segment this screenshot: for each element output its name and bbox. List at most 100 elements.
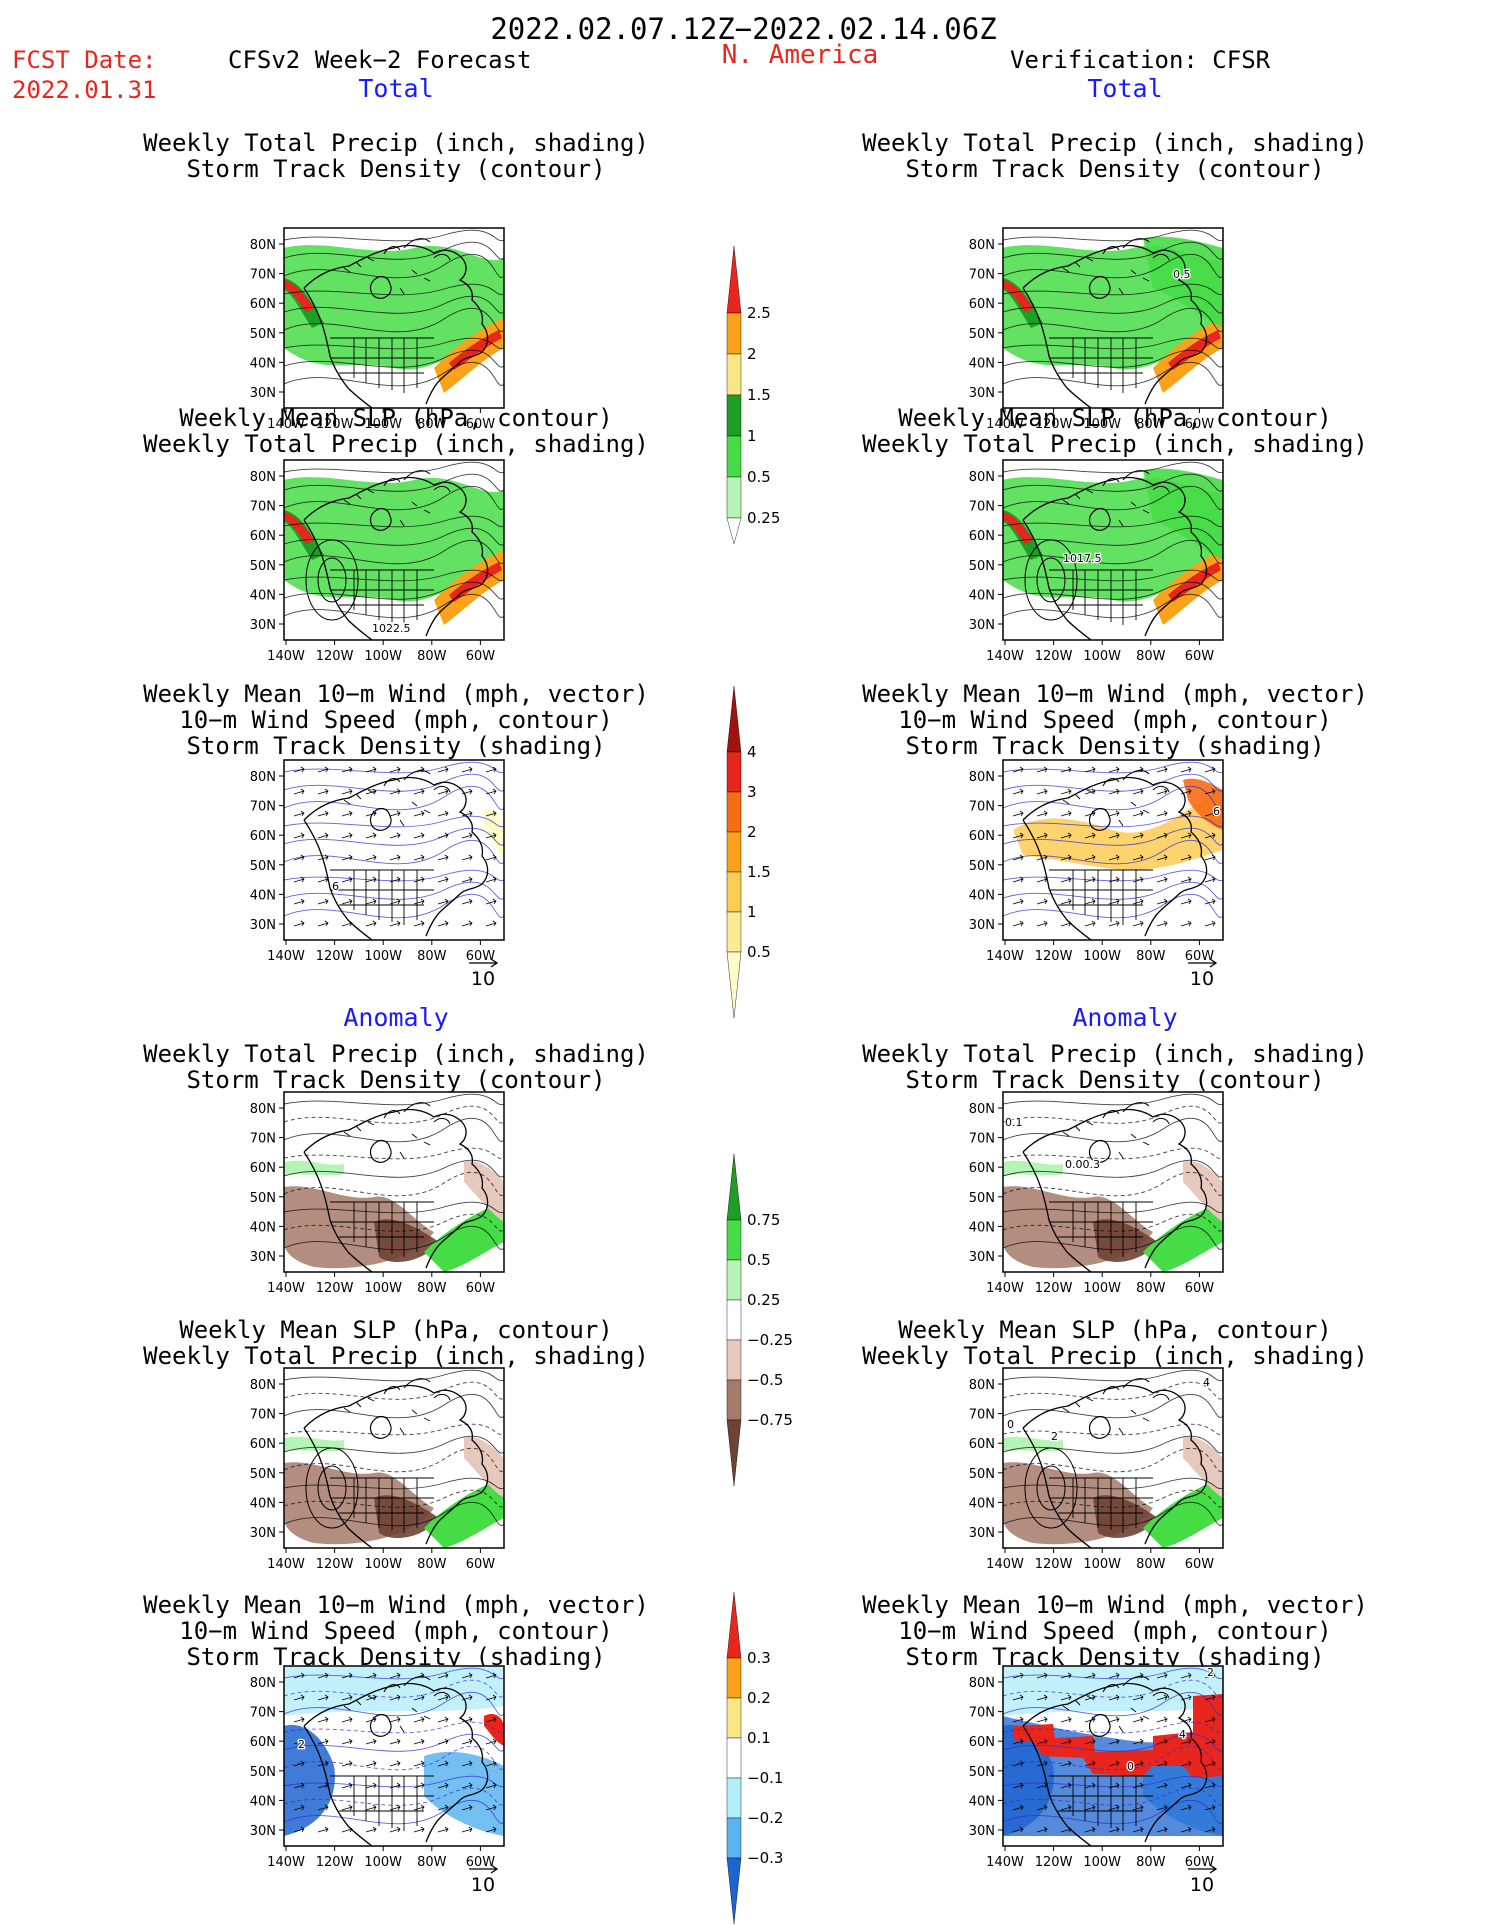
wind-vector — [485, 832, 497, 839]
wind-vector — [1060, 788, 1072, 795]
contour-line — [284, 515, 504, 528]
lat-label: 30N — [969, 918, 995, 933]
colorbar-segment — [726, 1697, 742, 1739]
contour-label: 4 — [1179, 1728, 1186, 1741]
wind-vector — [413, 898, 425, 905]
map-frame — [1002, 459, 1224, 641]
lat-label: 40N — [250, 356, 276, 371]
contour-line — [1003, 1501, 1223, 1527]
wind-vector — [1108, 854, 1120, 861]
wind-vector — [389, 898, 401, 905]
contour-line — [1003, 1721, 1223, 1734]
wind-vector — [1036, 876, 1048, 883]
contour-line — [1003, 461, 1223, 474]
wind-vector — [461, 1716, 473, 1723]
wind-vector — [1012, 1760, 1024, 1767]
lat-label: 30N — [969, 1250, 995, 1265]
contour-line — [284, 1775, 504, 1788]
wind-vector — [293, 1738, 305, 1745]
wind-vector — [1084, 898, 1096, 905]
wind-vector — [1204, 1738, 1216, 1745]
lat-label: 80N — [969, 238, 995, 253]
wind-vector — [1180, 1672, 1192, 1679]
precip-max-shade — [284, 280, 314, 312]
wind-vector — [1084, 1694, 1096, 1701]
colorbar-segment — [726, 1219, 742, 1261]
contour-line — [1003, 1159, 1223, 1178]
lon-label: 140W — [986, 1557, 1024, 1572]
wind-vector — [1036, 832, 1048, 839]
wind-vector — [413, 1738, 425, 1745]
contour-line — [284, 1447, 504, 1473]
contour-line — [284, 581, 504, 600]
lat-label: 80N — [250, 1676, 276, 1691]
wind-vector — [365, 1694, 377, 1701]
wind-vector — [461, 1694, 473, 1701]
wind-vector — [1180, 832, 1192, 839]
lat-label: 60N — [969, 829, 995, 844]
map-frame — [1002, 1665, 1224, 1847]
wind-vector — [389, 1738, 401, 1745]
contour-line — [284, 773, 504, 792]
lat-label: 40N — [969, 1220, 995, 1235]
contour-line — [1003, 337, 1223, 350]
wind-vector — [1180, 920, 1192, 927]
contour-line — [1003, 515, 1223, 528]
contour-line — [284, 869, 504, 882]
wind-vector — [317, 810, 329, 817]
contour-label: 1022.5 — [372, 622, 411, 635]
wind-vector — [389, 1804, 401, 1811]
wind-vector — [1012, 1694, 1024, 1701]
lat-label: 70N — [969, 800, 995, 815]
wind-vector — [1084, 810, 1096, 817]
lat-label: 80N — [969, 1676, 995, 1691]
contour-line — [317, 557, 347, 603]
lon-label: 140W — [986, 1855, 1024, 1870]
lon-label: 60W — [466, 649, 496, 664]
wind-vector — [1156, 1694, 1168, 1701]
map-frame — [1002, 759, 1224, 941]
wind-vector — [1132, 1738, 1144, 1745]
contour-line — [284, 1225, 504, 1251]
contour-line — [1024, 539, 1078, 621]
map-frame — [283, 1665, 505, 1847]
lat-label: 70N — [969, 1706, 995, 1721]
wind-vector — [485, 1782, 497, 1789]
map-panel-fcst-precip-total: 80N 70N 60N 50N 40N 30N 140W 120W 100W 80W 60W — [250, 227, 505, 432]
lon-label: 100W — [364, 1281, 402, 1296]
contour-line — [1003, 1369, 1223, 1382]
wind-vector — [485, 898, 497, 905]
lat-label: 30N — [969, 618, 995, 633]
wind-vector — [341, 1804, 353, 1811]
wind-vector — [317, 1694, 329, 1701]
wind-vector — [341, 810, 353, 817]
colorbar-segment — [726, 435, 742, 478]
wind-vector — [1060, 1694, 1072, 1701]
dry-anomaly-shade — [374, 1495, 439, 1538]
wind-vector — [437, 876, 449, 883]
contour-line — [1003, 1799, 1223, 1825]
map-panel-fcst-precip-anomaly: 80N 70N 60N 50N 40N 30N 140W 120W 100W 80W 60W — [250, 1091, 505, 1296]
reference-vector: 10 — [1188, 1864, 1218, 1896]
contour-line — [1003, 1745, 1223, 1771]
wind-vector — [437, 1826, 449, 1833]
wind-vector — [317, 1804, 329, 1811]
lat-label: 60N — [250, 297, 276, 312]
wind-vector — [1156, 1672, 1168, 1679]
wind-vector — [389, 810, 401, 817]
wind-vector — [1060, 810, 1072, 817]
wind-vector — [1012, 876, 1024, 883]
wind-vector — [1180, 1716, 1192, 1723]
wind-vector — [293, 788, 305, 795]
wind-vector — [437, 920, 449, 927]
contour-line — [1003, 881, 1223, 900]
lon-label: 100W — [1083, 649, 1121, 664]
colorbar-segment — [726, 1737, 742, 1779]
colorbar-label: 0.5 — [747, 468, 771, 486]
wind-vector — [389, 1716, 401, 1723]
precip-max-shade — [1003, 512, 1033, 544]
colorbar-label: 0.3 — [747, 1649, 771, 1667]
map-panel-cfsr-wind-total: 6 80N 70N 60N 50N 40N 30N 140W 120W 100W 80W 60W 10 — [969, 759, 1224, 990]
wind-vector — [1108, 1804, 1120, 1811]
colorbar-label: 1.5 — [747, 386, 771, 404]
